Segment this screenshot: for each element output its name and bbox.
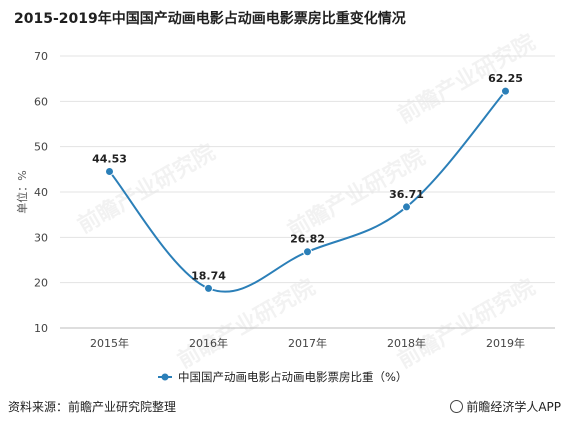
- data-labels: 44.53 18.74 26.82 36.71 62.25: [92, 72, 523, 282]
- data-label: 26.82: [290, 233, 325, 246]
- y-tick-label: 10: [34, 322, 48, 335]
- data-point: [105, 166, 114, 176]
- series-line: [108, 90, 507, 293]
- y-tick-label: 30: [34, 231, 48, 244]
- legend-marker: [161, 373, 169, 381]
- y-tick-label: 50: [34, 141, 48, 154]
- y-axis-label: 单位：%: [15, 170, 29, 213]
- data-label: 44.53: [92, 152, 127, 165]
- x-tick-label: 2019年: [486, 336, 525, 350]
- data-point: [402, 202, 411, 212]
- data-label: 62.25: [488, 72, 523, 85]
- legend: 中国国产动画电影占动画电影票房比重（%）: [158, 370, 407, 384]
- data-point: [303, 247, 312, 257]
- chart-title: 2015-2019年中国国产动画电影占动画电影票房比重变化情况: [14, 11, 406, 27]
- legend-label: 中国国产动画电影占动画电影票房比重（%）: [178, 370, 407, 384]
- source-note: 资料来源：前瞻产业研究院整理: [8, 400, 177, 414]
- y-tick-label: 40: [34, 186, 48, 199]
- y-tick-label: 20: [34, 277, 48, 290]
- data-point: [501, 86, 510, 96]
- brand-text: 前瞻经济学人APP: [466, 400, 561, 414]
- y-tick-labels: 10 20 30 40 50 60 70: [34, 50, 48, 335]
- watermark-text: 前瞻产业研究院: [393, 274, 539, 374]
- watermark-text: 前瞻产业研究院: [173, 274, 319, 374]
- x-tick-label: 2016年: [189, 336, 228, 350]
- data-label: 36.71: [389, 188, 424, 201]
- grid-lines: [60, 55, 555, 329]
- x-tick-label: 2017年: [288, 336, 327, 350]
- data-point: [204, 283, 213, 293]
- data-points: [105, 86, 510, 293]
- brand-label: 前瞻经济学人APP: [450, 398, 561, 415]
- x-tick-label: 2015年: [90, 336, 129, 350]
- x-tick-label: 2018年: [387, 336, 426, 350]
- y-tick-label: 60: [34, 95, 48, 108]
- x-tick-labels: 2015年 2016年 2017年 2018年 2019年: [90, 336, 525, 350]
- data-label: 18.74: [191, 269, 226, 282]
- app-icon: [450, 400, 464, 413]
- y-tick-label: 70: [34, 50, 48, 63]
